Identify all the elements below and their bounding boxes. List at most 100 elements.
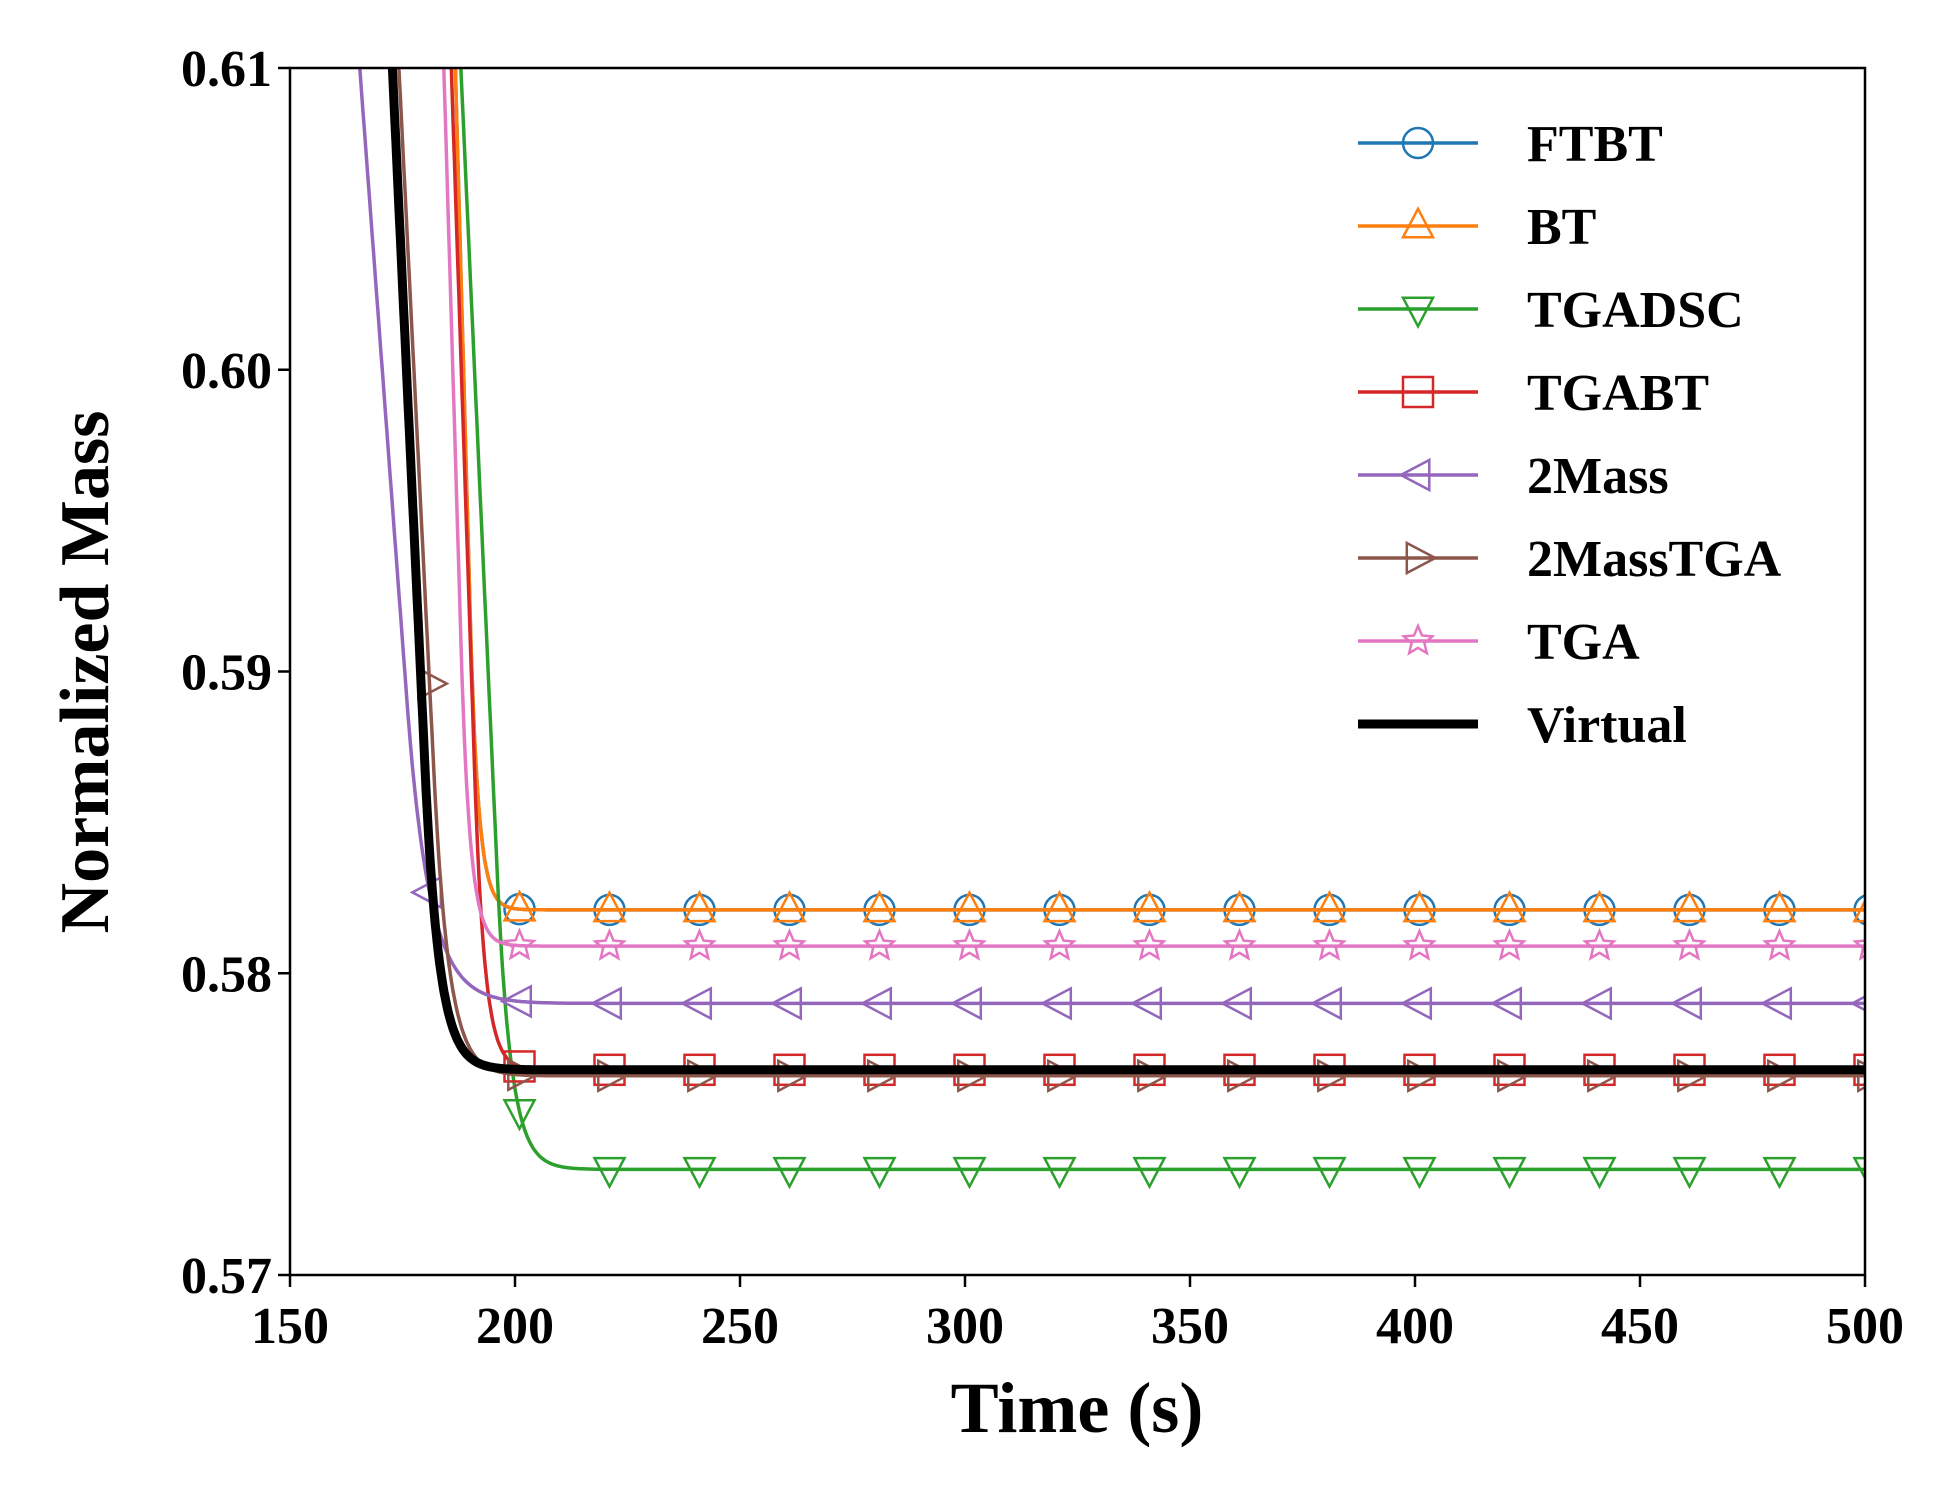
data-point-marker <box>589 986 623 1021</box>
legend-entry-tga: TGA <box>1358 614 1640 671</box>
data-point-marker <box>1129 986 1163 1021</box>
data-point-marker <box>1672 927 1707 961</box>
data-point-marker <box>1312 927 1347 961</box>
data-point-marker <box>1222 889 1257 923</box>
data-point-marker <box>1582 889 1617 923</box>
data-point-marker <box>1672 889 1707 923</box>
data-point-marker <box>952 1156 987 1190</box>
data-point-marker <box>1132 889 1167 923</box>
data-point-marker <box>1852 898 1865 923</box>
data-point-marker <box>1857 1058 1865 1093</box>
y-tick-label: 0.58 <box>181 946 272 1003</box>
data-point-marker <box>682 927 717 961</box>
data-point-marker <box>1762 889 1797 923</box>
legend-entry-ftbt: FTBT <box>1358 116 1663 173</box>
data-point-marker <box>952 889 987 923</box>
series-layer <box>358 68 1865 1190</box>
data-point-marker <box>499 984 533 1019</box>
data-point-marker <box>1402 1156 1437 1190</box>
data-point-marker <box>502 889 537 922</box>
y-axis-label: Normalized Mass <box>47 411 124 934</box>
data-point-marker <box>679 986 713 1021</box>
legend-marker <box>1400 206 1436 239</box>
series-line <box>453 68 1865 912</box>
series-2mass <box>358 68 1865 1021</box>
data-point-marker <box>862 1156 897 1190</box>
x-tick-label: 500 <box>1826 1298 1904 1355</box>
plot-frame <box>288 66 1867 1277</box>
data-point-marker <box>1852 1156 1865 1181</box>
data-point-marker <box>1312 1156 1347 1190</box>
legend-entry-2mass: 2Mass <box>1358 448 1669 505</box>
data-point-marker <box>1399 986 1433 1021</box>
data-point-marker <box>1579 986 1613 1021</box>
data-point-marker <box>592 927 627 961</box>
x-axis-label: Time (s) <box>951 1368 1204 1448</box>
data-point-marker <box>772 889 807 923</box>
data-point-marker <box>1762 1156 1797 1190</box>
data-point-marker <box>1039 986 1073 1021</box>
series-tga <box>442 68 1865 961</box>
data-point-marker <box>862 889 897 923</box>
data-point-marker <box>1219 986 1253 1021</box>
data-point-marker <box>1312 889 1347 923</box>
data-point-marker <box>592 889 627 923</box>
x-tick-label: 350 <box>1151 1298 1229 1355</box>
data-point-marker <box>952 927 987 961</box>
x-tick-label: 200 <box>476 1298 554 1355</box>
data-point-marker <box>1042 1156 1077 1190</box>
x-tick-label: 400 <box>1376 1298 1454 1355</box>
x-axis: 150 200 250 300 350 400 450 500 <box>251 1275 1904 1355</box>
data-point-marker <box>859 986 893 1021</box>
y-axis: 0.57 0.58 0.59 0.60 0.61 <box>181 41 290 1305</box>
y-tick-label: 0.60 <box>181 343 272 400</box>
data-point-marker <box>1492 1156 1527 1190</box>
y-tick-label: 0.61 <box>181 41 272 98</box>
x-tick-label: 300 <box>926 1298 1004 1355</box>
series-line <box>387 68 1865 1075</box>
data-point-marker <box>592 1156 627 1190</box>
data-point-marker <box>1672 1156 1707 1190</box>
data-point-marker <box>1042 927 1077 961</box>
data-point-marker <box>1852 938 1865 961</box>
legend-marker <box>1405 540 1438 576</box>
data-point-marker <box>1222 927 1257 961</box>
legend-label: TGABT <box>1527 365 1709 422</box>
data-point-marker <box>1309 986 1343 1021</box>
data-point-marker <box>949 986 983 1021</box>
series-virtual <box>387 68 1865 1075</box>
data-point-marker <box>502 1098 537 1132</box>
data-point-marker <box>1042 889 1077 923</box>
x-tick-label: 150 <box>251 1298 329 1355</box>
data-point-marker <box>1582 1156 1617 1190</box>
legend-entry-tgadsc: TGADSC <box>1358 282 1744 339</box>
series-line <box>358 68 1865 1006</box>
x-tick-label: 450 <box>1601 1298 1679 1355</box>
legend-marker <box>1400 622 1436 656</box>
data-point-marker <box>1582 927 1617 961</box>
data-point-marker <box>1222 1156 1257 1190</box>
legend-marker <box>1401 126 1435 160</box>
series-bt <box>453 68 1865 923</box>
data-point-marker <box>1492 889 1527 923</box>
data-point-marker <box>1759 986 1793 1021</box>
legend-label: Virtual <box>1527 697 1687 754</box>
data-point-marker <box>682 1156 717 1190</box>
legend-marker <box>1401 375 1435 409</box>
legend-entry-2masstga: 2MassTGA <box>1358 531 1782 588</box>
data-point-marker <box>1492 927 1527 961</box>
data-point-marker <box>862 927 897 961</box>
y-tick-label: 0.59 <box>181 645 272 702</box>
data-point-marker <box>772 1156 807 1190</box>
data-point-marker <box>1132 1156 1167 1190</box>
data-point-marker <box>502 927 537 961</box>
series-tgadsc <box>459 68 1865 1190</box>
data-point-marker <box>1489 986 1523 1021</box>
legend-label: 2Mass <box>1527 448 1669 505</box>
series-line <box>442 68 1865 948</box>
legend-entry-bt: BT <box>1358 199 1596 256</box>
data-point-marker <box>1402 927 1437 961</box>
legend-label: TGA <box>1527 614 1640 671</box>
legend-label: TGADSC <box>1527 282 1744 339</box>
